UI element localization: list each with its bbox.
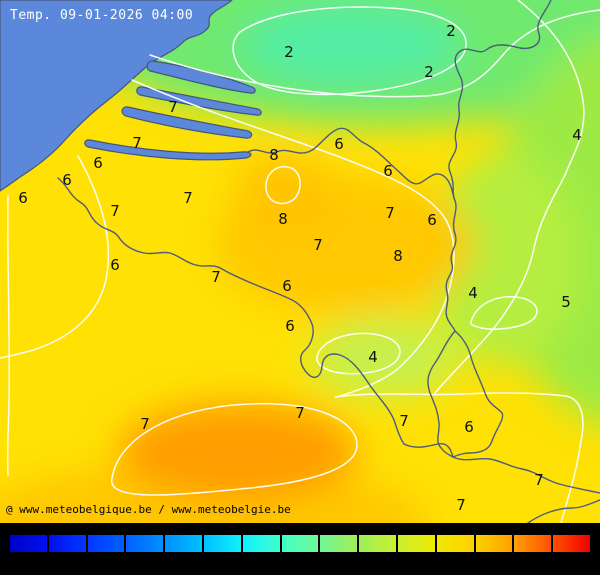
temp-label: 6 [282, 277, 292, 295]
temp-label: 6 [334, 135, 344, 153]
temp-field-blob-orange-south [118, 402, 358, 502]
colorbar-segment [475, 535, 513, 552]
temperature-labels-layer: 2 2 2 4 7 7 8 6 6 6 6 6 7 7 7 6 8 7 8 6 7 6 4 5 6 4 7 7 7 6 7 7 [18, 22, 582, 514]
temp-label: 6 [62, 171, 72, 189]
colorbar-segment [242, 535, 280, 552]
contour-oval-north [232, 6, 467, 96]
colorbar-segment [359, 535, 396, 552]
temp-label: 7 [183, 189, 193, 207]
colorbar-segment [48, 535, 86, 552]
temp-label: 7 [313, 236, 323, 254]
contour-line-left-edge [6, 195, 10, 476]
colorbar-segment [320, 535, 358, 552]
border-belgium-france [57, 177, 405, 445]
temperature-contours [0, 0, 600, 523]
estuary-channel [84, 139, 252, 161]
temp-label: 7 [140, 415, 150, 433]
contour-line-northeast [149, 9, 600, 98]
temp-field-blob-cool-pocket [310, 318, 460, 398]
contour-circle-brussels [265, 166, 301, 205]
colorbar-segment [514, 535, 552, 552]
colorbar-segment [436, 535, 474, 552]
temp-label: 8 [393, 247, 403, 265]
temp-label: 7 [211, 268, 221, 286]
temp-label: 2 [446, 22, 456, 40]
colorbar-segment [87, 535, 125, 552]
temp-label: 8 [269, 146, 279, 164]
temp-label: 2 [424, 63, 434, 81]
contour-line-west [0, 155, 110, 359]
temp-label: 4 [468, 284, 478, 302]
temp-label: 7 [456, 496, 466, 514]
temp-field-blob-teal-core [240, 5, 460, 85]
contour-line-center [131, 79, 455, 397]
colorbar-segment [126, 535, 164, 552]
border-belgium-netherlands [247, 127, 455, 199]
border-netherlands-germany [448, 0, 552, 199]
contour-cool-pocket [316, 332, 401, 375]
colorbar-segment [10, 535, 47, 552]
temp-label: 4 [572, 126, 582, 144]
colorbar-segment [397, 535, 435, 552]
contour-loop-east [470, 296, 538, 330]
border-france-southeast [452, 456, 600, 494]
temp-label: 7 [385, 204, 395, 222]
estuary-channel [136, 86, 262, 116]
temp-label: 6 [110, 256, 120, 274]
temp-label: 5 [561, 293, 571, 311]
country-borders [57, 0, 600, 523]
map-title: Temp. 09-01-2026 04:00 [10, 8, 194, 23]
border-luxembourg-east [452, 330, 504, 458]
temp-label: 6 [285, 317, 295, 335]
temp-label: 6 [383, 162, 393, 180]
temp-label: 7 [295, 404, 305, 422]
colorbar-segment [553, 535, 590, 552]
temp-label: 8 [278, 210, 288, 228]
contour-line-east [434, 0, 585, 394]
border-belgium-germany [445, 197, 457, 332]
temp-label: 6 [18, 189, 28, 207]
temp-label: 7 [132, 134, 142, 152]
temp-label: 2 [284, 43, 294, 61]
temp-label: 7 [399, 412, 409, 430]
colorbar-segment [281, 535, 319, 552]
border-luxembourg-west [427, 330, 456, 458]
sea-layer [0, 0, 262, 192]
temp-field-blob-warm-brussels [233, 154, 337, 226]
colorbar-segment [203, 535, 241, 552]
temp-label: 6 [427, 211, 437, 229]
copyright-text: @ www.meteobelgique.be / www.meteobelgie… [6, 503, 291, 516]
temp-label: 4 [368, 348, 378, 366]
temp-label: 7 [534, 471, 544, 489]
border-france-south [403, 442, 454, 458]
contour-orange-blob [111, 402, 358, 496]
estuary-channel [121, 106, 253, 139]
temp-field-blob-green-southeast [430, 155, 580, 365]
temperature-field [0, 0, 600, 523]
temperature-colorbar [10, 535, 590, 552]
belgium-temperature-map [0, 0, 600, 523]
temp-label: 7 [110, 202, 120, 220]
map-area: 2 2 2 4 7 7 8 6 6 6 6 6 7 7 7 6 8 7 8 6 7 6 4 5 6 4 7 7 7 6 7 7 Temp. 0… [0, 0, 600, 523]
colorbar-strip [0, 523, 600, 575]
colorbar-segment [165, 535, 202, 552]
temp-label: 6 [464, 418, 474, 436]
contour-line-south [334, 392, 584, 523]
border-corner-southeast [527, 499, 600, 523]
temp-label: 6 [93, 154, 103, 172]
temp-label: 7 [168, 98, 178, 116]
